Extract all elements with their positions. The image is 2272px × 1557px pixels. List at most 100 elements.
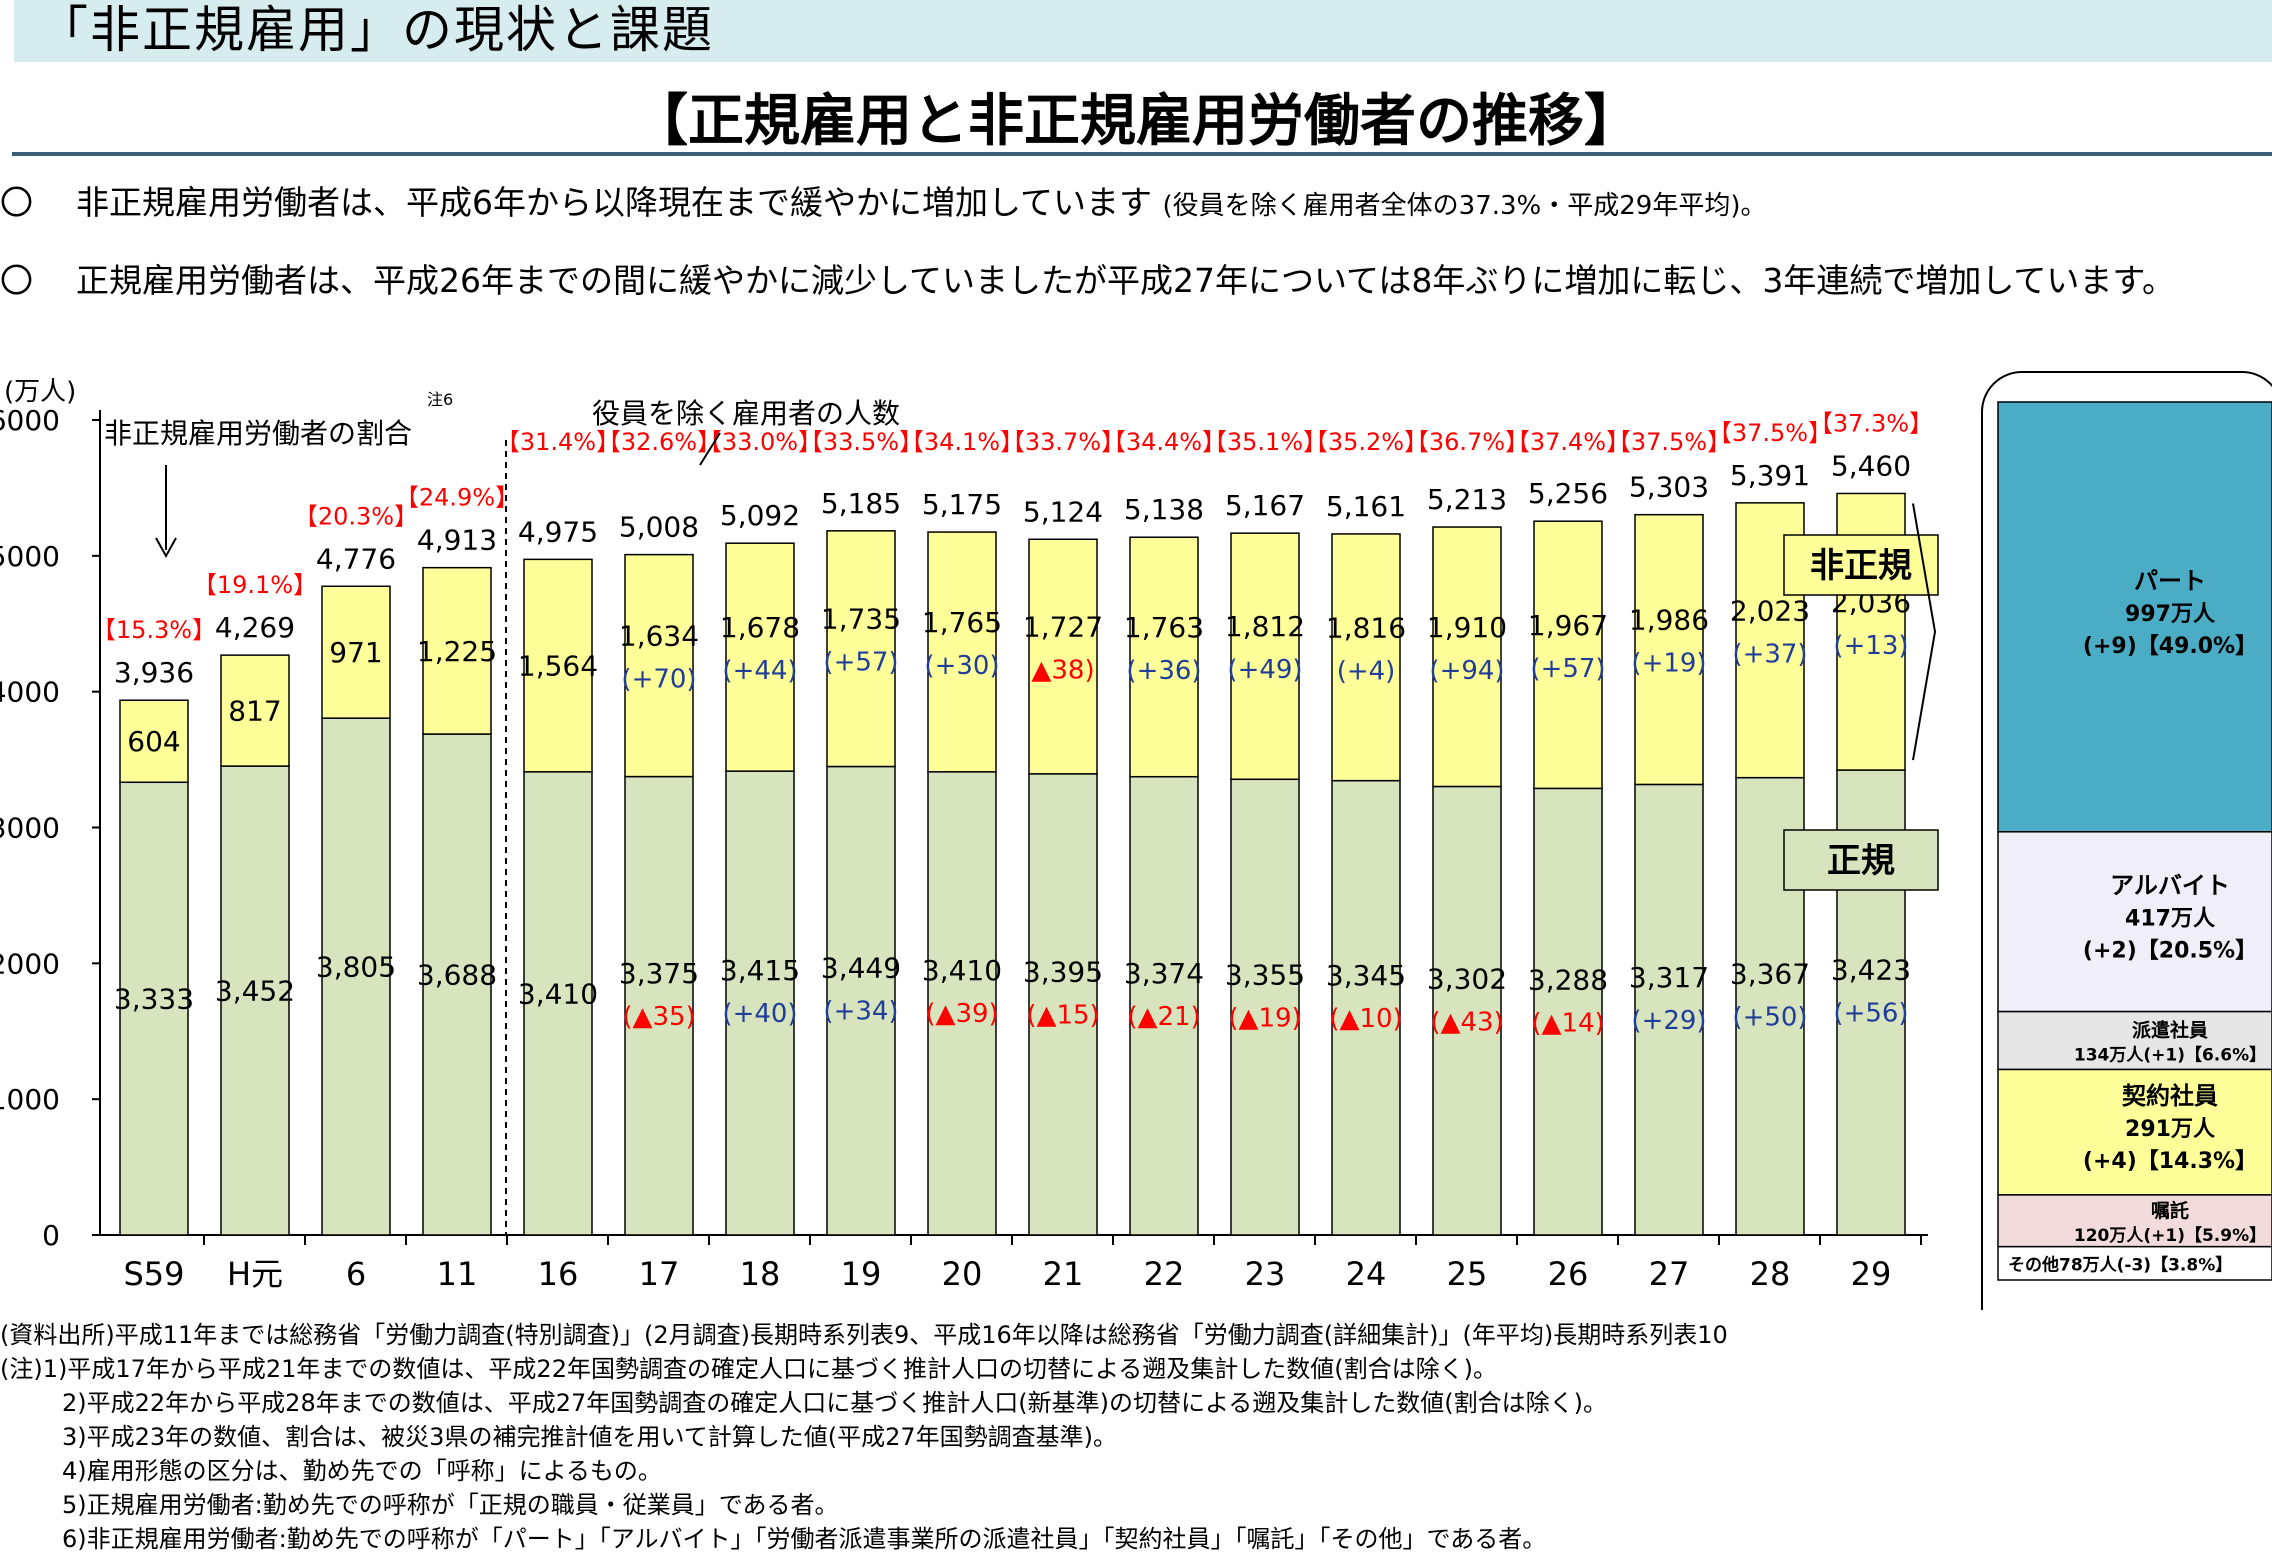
nonregular-change-label: ▲38) (1031, 656, 1094, 686)
regular-value-label: 3,415 (720, 954, 800, 987)
x-tick-label: 20 (942, 1255, 983, 1293)
regular-value-label: 3,410 (922, 954, 1002, 987)
total-value-label: 5,138 (1124, 493, 1204, 526)
nonregular-value-label: 971 (329, 636, 382, 669)
bar-nonregular (1634, 513, 1704, 786)
bar-regular (725, 770, 795, 1236)
ratio-label: 【19.1%】 (193, 571, 317, 599)
bar-regular (927, 771, 997, 1236)
ratio-label: 【36.7%】 (1405, 428, 1529, 456)
regular-change-label: (+34) (823, 996, 898, 1026)
footnote-4: 4)雇用形態の区分は、勤め先での「呼称」によるもの。 (62, 1457, 662, 1485)
x-tick-label: 19 (841, 1255, 882, 1293)
bar-regular (523, 771, 593, 1236)
breakdown-detail: 120万人(+1)【5.9%】 (2074, 1225, 2266, 1246)
bar-nonregular (1331, 533, 1401, 782)
x-tick-label: 18 (740, 1255, 781, 1293)
footnote-3: 3)平成23年の数値、割合は、被災3県の補完推計値を用いて計算した値(平成27年… (62, 1423, 1117, 1451)
breakdown-name: 嘱託 (2151, 1199, 2189, 1222)
ratio-label: 【33.5%】 (799, 428, 923, 456)
nonregular-change-label: (+36) (1126, 656, 1201, 686)
nonregular-value-label: 1,225 (417, 635, 497, 668)
bar-nonregular (1028, 538, 1098, 775)
breakdown-detail: (+2)【20.5%】 (2083, 939, 2257, 964)
employment-chart: (万人) 0 1000 2000 3000 4000 5000 6000 3,333 604 3,9… (0, 371, 2272, 1310)
nonregular-change-label: (+30) (924, 651, 999, 681)
nonregular-value-label: 1,986 (1629, 604, 1709, 637)
regular-change-label: (+56) (1833, 998, 1908, 1028)
nonregular-value-label: 1,765 (922, 606, 1002, 639)
regular-change-label: (▲14) (1531, 1008, 1604, 1038)
total-value-label: 5,008 (619, 511, 699, 544)
ratio-note-mark: 注6 (427, 390, 453, 409)
nonregular-change-label: (+70) (621, 665, 696, 695)
regular-value-label: 3,302 (1427, 962, 1507, 995)
breakdown-value: 291万人 (2125, 1117, 2215, 1142)
breakdown-bracket (1912, 503, 1937, 761)
total-value-label: 4,269 (215, 611, 295, 644)
total-value-label: 5,256 (1528, 477, 1608, 510)
nonregular-value-label: 1,727 (1023, 611, 1103, 644)
regular-change-label: (▲35) (622, 1002, 695, 1032)
title-divider (12, 152, 2272, 156)
section-title: 「非正規雇用」の現状と課題 (38, 1, 714, 59)
x-tick-label: 11 (437, 1255, 478, 1293)
x-tick-label: 26 (1548, 1255, 1589, 1293)
breakdown-segment (1997, 1245, 2272, 1281)
footnote-source: (資料出所)平成11年までは総務省「労働力調査(特別調査)」(2月調査)長期時系… (0, 1321, 1728, 1349)
regular-change-label: (▲10) (1329, 1004, 1402, 1034)
regular-value-label: 3,375 (619, 957, 699, 990)
ratio-label: 【33.7%】 (1001, 428, 1125, 456)
bar-regular (1634, 783, 1704, 1236)
x-tick-label: 23 (1245, 1255, 1286, 1293)
x-tick-label: 25 (1447, 1255, 1488, 1293)
nonregular-value-label: 604 (127, 725, 180, 758)
legend-regular-box (1783, 829, 1939, 891)
x-tick-label: 27 (1649, 1255, 1690, 1293)
regular-value-label: 3,345 (1326, 959, 1406, 992)
nonregular-change-label: (+19) (1631, 649, 1706, 679)
ratio-label: 【35.2%】 (1304, 428, 1428, 456)
ratio-annotation: 非正規雇用労働者の割合 (104, 417, 412, 450)
bar-nonregular (725, 542, 795, 772)
nonregular-value-label: 1,678 (720, 611, 800, 644)
y-tick-label: 0 (42, 1219, 60, 1252)
ratio-label: 【33.0%】 (698, 428, 822, 456)
bullet-1-marker: 〇 (0, 183, 33, 222)
total-value-label: 5,213 (1427, 483, 1507, 516)
x-tick-label: 29 (1851, 1255, 1892, 1293)
footnotes: (資料出所)平成11年までは総務省「労働力調査(特別調査)」(2月調査)長期時系… (0, 1318, 1728, 1556)
regular-value-label: 3,805 (316, 951, 396, 984)
total-value-label: 5,391 (1730, 459, 1810, 492)
breakdown-name: パート (2134, 567, 2206, 595)
nonregular-value-label: 1,967 (1528, 609, 1608, 642)
bullet-2: 〇 正規雇用労働者は、平成26年までの間に緩やかに減少していましたが平成27年に… (0, 254, 2175, 302)
breakdown-segment (1997, 1194, 2272, 1248)
regular-value-label: 3,423 (1831, 953, 1911, 986)
nonregular-value-label: 1,564 (518, 650, 598, 683)
bar-regular (1432, 785, 1502, 1236)
footnote-1: (注)1)平成17年から平成21年までの数値は、平成22年国勢調査の確定人口に基… (0, 1355, 1497, 1383)
x-tick-label: 22 (1144, 1255, 1185, 1293)
total-value-label: 5,185 (821, 487, 901, 520)
legend-regular-label: 正規 (1827, 841, 1895, 881)
ratio-label: 【37.5%】 (1708, 419, 1832, 447)
bar-nonregular (523, 558, 593, 773)
nonregular-change-label: (+44) (722, 656, 797, 686)
regular-value-label: 3,410 (518, 977, 598, 1010)
total-value-label: 3,936 (114, 656, 194, 689)
section-title-bar: 「非正規雇用」の現状と課題 (14, 0, 2272, 62)
regular-change-label: (▲43) (1430, 1007, 1503, 1037)
total-value-label: 5,460 (1831, 449, 1911, 482)
x-tick-label: 24 (1346, 1255, 1387, 1293)
total-value-label: 5,303 (1629, 471, 1709, 504)
nonregular-change-label: (+57) (1530, 654, 1605, 684)
x-tick-label: 28 (1750, 1255, 1791, 1293)
nonregular-change-label: (+49) (1227, 655, 1302, 685)
bar-nonregular (422, 566, 492, 735)
total-value-label: 4,776 (316, 542, 396, 575)
regular-value-label: 3,449 (821, 951, 901, 984)
nonregular-value-label: 1,735 (821, 603, 901, 636)
x-tick-label: 17 (639, 1255, 680, 1293)
bar-nonregular (1533, 520, 1603, 790)
